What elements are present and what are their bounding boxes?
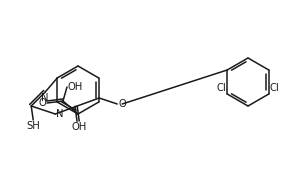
Text: SH: SH	[26, 121, 40, 131]
Text: Cl: Cl	[270, 83, 280, 93]
Text: O: O	[38, 98, 46, 108]
Text: OH: OH	[71, 122, 87, 132]
Text: OH: OH	[68, 82, 83, 92]
Text: N: N	[42, 93, 49, 103]
Text: Cl: Cl	[217, 83, 226, 93]
Text: O: O	[118, 99, 126, 109]
Text: N: N	[56, 109, 64, 119]
